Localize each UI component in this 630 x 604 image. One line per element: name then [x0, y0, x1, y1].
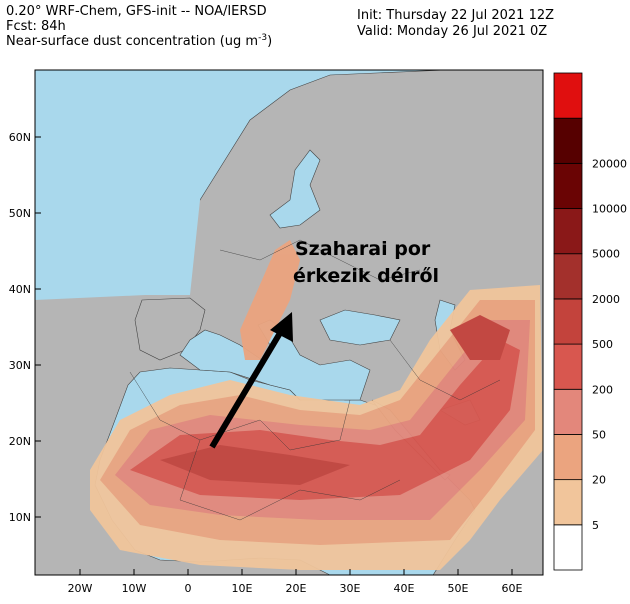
- colorbar-box: [553, 162, 583, 209]
- lat-label: 50N: [9, 207, 31, 220]
- black-sea: [319, 309, 401, 346]
- baltic-sea: [269, 149, 321, 229]
- lat-label: 40N: [9, 283, 31, 296]
- lat-label: 30N: [9, 359, 31, 372]
- lon-label: 30E: [340, 582, 361, 595]
- axis-labels: 10N 20N 30N 40N 50N 60N 20W 10W 0 10E 20E 30E 40E 50E…: [9, 131, 523, 595]
- lon-label: 0: [185, 582, 192, 595]
- field-close: ): [267, 34, 272, 49]
- colorbar-label: 5: [592, 519, 599, 532]
- arrow-head: [270, 312, 293, 342]
- colorbar-box: [553, 117, 583, 164]
- map-frame: [34, 69, 544, 576]
- field-exponent: -3: [258, 33, 267, 43]
- model-title: 0.20° WRF-Chem, GFS-init -- NOA/IERSD: [6, 4, 267, 19]
- colorbar-label: 2000: [592, 293, 620, 306]
- colorbar-label: 20000: [592, 157, 627, 170]
- colorbar-box: [553, 253, 583, 300]
- colorbar-label: 200: [592, 383, 613, 396]
- colorbar-box: [553, 72, 583, 119]
- lon-label: 20W: [68, 582, 93, 595]
- lat-label: 10N: [9, 511, 31, 524]
- forecast-hour: Fcst: 84h: [6, 19, 66, 34]
- lon-label: 20E: [286, 582, 307, 595]
- colorbar-box: [553, 434, 583, 481]
- borders: [129, 239, 501, 521]
- mediterranean: [179, 319, 371, 401]
- arrow-shaft: [209, 326, 286, 449]
- valid-time: Valid: Monday 26 Jul 2021 0Z: [357, 24, 547, 39]
- colorbar-label: 50: [592, 428, 606, 441]
- lon-label: 10E: [232, 582, 253, 595]
- lon-label: 10W: [122, 582, 147, 595]
- lon-label: 50E: [448, 582, 469, 595]
- colorbar-label: 20: [592, 474, 606, 487]
- lat-label: 60N: [9, 131, 31, 144]
- colorbar-label: 500: [592, 338, 613, 351]
- lat-label: 20N: [9, 435, 31, 448]
- field-title: Near-surface dust concentration (ug m-3): [6, 33, 272, 49]
- annotation-line: érkezik délről: [293, 265, 439, 287]
- colorbar-box: [553, 479, 583, 526]
- colorbar-box: [553, 343, 583, 390]
- map: Szaharai por érkezik délről: [34, 69, 544, 576]
- colorbar-label: 5000: [592, 248, 620, 261]
- annotation-line: Szaharai por: [295, 238, 431, 260]
- lon-label: 40E: [394, 582, 415, 595]
- colorbar-label: 10000: [592, 203, 627, 216]
- colorbar: 5 20 50 200 500 2000 5000 10000 20000: [553, 72, 627, 571]
- colorbar-box: [553, 208, 583, 255]
- lon-label: 60E: [502, 582, 523, 595]
- dust-field: [90, 240, 543, 570]
- field-name: Near-surface dust concentration (ug m: [6, 34, 258, 49]
- init-time: Init: Thursday 22 Jul 2021 12Z: [357, 8, 554, 23]
- colorbar-box: [553, 524, 583, 571]
- colorbar-box: [553, 298, 583, 345]
- colorbar-box: [553, 388, 583, 435]
